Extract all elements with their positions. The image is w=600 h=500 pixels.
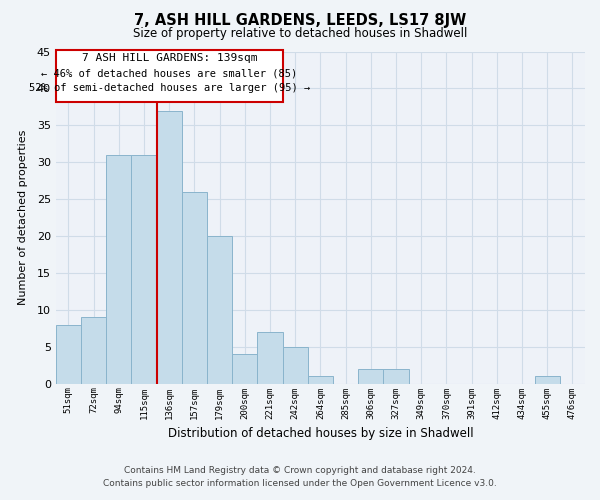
Bar xyxy=(283,346,308,384)
Bar xyxy=(157,110,182,384)
Bar xyxy=(131,155,157,384)
Bar xyxy=(207,236,232,384)
X-axis label: Distribution of detached houses by size in Shadwell: Distribution of detached houses by size … xyxy=(167,427,473,440)
Bar xyxy=(106,155,131,384)
Text: ← 46% of detached houses are smaller (85): ← 46% of detached houses are smaller (85… xyxy=(41,68,298,78)
Y-axis label: Number of detached properties: Number of detached properties xyxy=(19,130,28,306)
Bar xyxy=(535,376,560,384)
Bar xyxy=(308,376,333,384)
Text: 52% of semi-detached houses are larger (95) →: 52% of semi-detached houses are larger (… xyxy=(29,83,310,93)
Text: Size of property relative to detached houses in Shadwell: Size of property relative to detached ho… xyxy=(133,28,467,40)
Text: 7, ASH HILL GARDENS, LEEDS, LS17 8JW: 7, ASH HILL GARDENS, LEEDS, LS17 8JW xyxy=(134,12,466,28)
Text: Contains HM Land Registry data © Crown copyright and database right 2024.
Contai: Contains HM Land Registry data © Crown c… xyxy=(103,466,497,487)
Bar xyxy=(56,324,81,384)
Bar xyxy=(182,192,207,384)
Bar xyxy=(81,317,106,384)
Bar xyxy=(358,369,383,384)
Bar xyxy=(232,354,257,384)
Bar xyxy=(257,332,283,384)
Text: 7 ASH HILL GARDENS: 139sqm: 7 ASH HILL GARDENS: 139sqm xyxy=(82,53,257,63)
Bar xyxy=(383,369,409,384)
FancyBboxPatch shape xyxy=(56,50,283,102)
